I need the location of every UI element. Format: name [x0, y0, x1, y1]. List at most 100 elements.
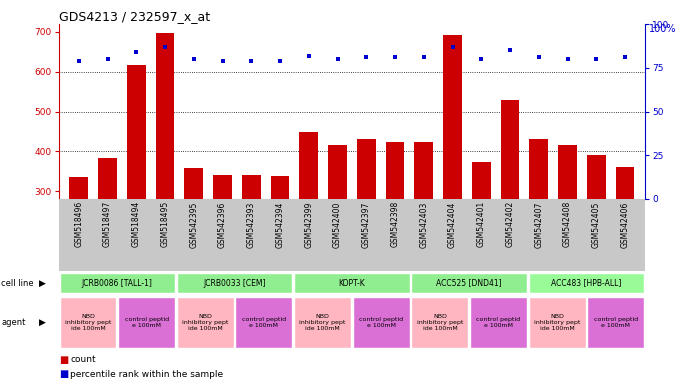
Bar	[294, 273, 410, 293]
Text: KOPT-K: KOPT-K	[339, 278, 365, 288]
Text: GSM542408: GSM542408	[563, 201, 572, 247]
Text: GSM542406: GSM542406	[620, 201, 629, 248]
Text: GSM542404: GSM542404	[448, 201, 457, 248]
Text: GSM542401: GSM542401	[477, 201, 486, 247]
Bar	[472, 162, 491, 310]
Text: agent: agent	[1, 318, 26, 327]
Point	[102, 56, 113, 62]
Point	[361, 54, 372, 60]
Text: NBD
inhibitory pept
ide 100mM: NBD inhibitory pept ide 100mM	[417, 314, 463, 331]
Bar	[299, 132, 318, 310]
Point	[73, 58, 84, 64]
Bar	[156, 33, 175, 310]
Point	[504, 47, 515, 53]
Bar	[98, 158, 117, 310]
Text: NBD
inhibitory pept
ide 100mM: NBD inhibitory pept ide 100mM	[299, 314, 346, 331]
Bar	[59, 297, 117, 348]
Text: percentile rank within the sample: percentile rank within the sample	[70, 370, 224, 379]
Text: control peptid
e 100mM: control peptid e 100mM	[125, 317, 168, 328]
Bar	[587, 155, 606, 310]
Point	[591, 56, 602, 62]
Text: NBD
inhibitory pept
ide 100mM: NBD inhibitory pept ide 100mM	[65, 314, 111, 331]
Bar	[470, 297, 527, 348]
Text: GSM518497: GSM518497	[103, 201, 112, 247]
Point	[217, 58, 228, 64]
Bar	[411, 297, 469, 348]
Text: control peptid
e 100mM: control peptid e 100mM	[594, 317, 638, 328]
Text: GSM542394: GSM542394	[275, 201, 284, 248]
Point	[390, 54, 401, 60]
Bar	[70, 177, 88, 310]
Text: GSM542402: GSM542402	[506, 201, 515, 247]
Text: NBD
inhibitory pept
ide 100mM: NBD inhibitory pept ide 100mM	[182, 314, 228, 331]
Text: control peptid
e 100mM: control peptid e 100mM	[477, 317, 520, 328]
Text: GSM542400: GSM542400	[333, 201, 342, 248]
Text: GSM542395: GSM542395	[189, 201, 198, 248]
Text: ▶: ▶	[39, 278, 46, 288]
Point	[188, 56, 199, 62]
Point	[620, 54, 631, 60]
Bar	[353, 297, 410, 348]
Point	[447, 44, 458, 50]
Point	[533, 54, 544, 60]
Text: ▶: ▶	[39, 318, 46, 327]
Point	[562, 56, 573, 62]
Bar	[213, 175, 232, 310]
Text: GSM518495: GSM518495	[161, 201, 170, 247]
Bar	[242, 175, 261, 310]
Bar	[529, 139, 548, 310]
Bar	[235, 297, 293, 348]
Text: GSM542405: GSM542405	[592, 201, 601, 248]
Point	[304, 53, 315, 59]
Text: cell line: cell line	[1, 278, 34, 288]
Text: ACC483 [HPB-ALL]: ACC483 [HPB-ALL]	[551, 278, 622, 288]
Bar	[294, 297, 351, 348]
Bar	[386, 142, 404, 310]
Bar	[184, 168, 203, 310]
Point	[332, 56, 343, 62]
Text: control peptid
e 100mM: control peptid e 100mM	[359, 317, 403, 328]
Bar	[357, 139, 375, 310]
Bar	[270, 176, 289, 310]
Text: GSM518496: GSM518496	[75, 201, 83, 247]
Text: GSM542396: GSM542396	[218, 201, 227, 248]
Text: NBD
inhibitory pept
ide 100mM: NBD inhibitory pept ide 100mM	[534, 314, 580, 331]
Bar	[558, 145, 577, 310]
Bar	[118, 297, 175, 348]
Bar	[177, 297, 234, 348]
Text: GSM542397: GSM542397	[362, 201, 371, 248]
Bar	[177, 273, 293, 293]
Bar	[443, 35, 462, 310]
Text: GSM518494: GSM518494	[132, 201, 141, 247]
Text: GSM542398: GSM542398	[391, 201, 400, 247]
Text: 100%: 100%	[649, 24, 677, 34]
Bar	[59, 273, 175, 293]
Bar	[501, 99, 520, 310]
Bar	[615, 167, 634, 310]
Point	[246, 58, 257, 64]
Bar	[415, 142, 433, 310]
Point	[418, 54, 429, 60]
Point	[131, 49, 142, 55]
Text: JCRB0033 [CEM]: JCRB0033 [CEM]	[204, 278, 266, 288]
Bar	[328, 145, 347, 310]
Text: GDS4213 / 232597_x_at: GDS4213 / 232597_x_at	[59, 10, 210, 23]
Bar	[529, 297, 586, 348]
Text: count: count	[70, 355, 96, 364]
Text: ■: ■	[59, 369, 68, 379]
Text: ■: ■	[59, 354, 68, 364]
Text: JCRB0086 [TALL-1]: JCRB0086 [TALL-1]	[82, 278, 152, 288]
Bar	[529, 273, 644, 293]
Bar	[587, 297, 644, 348]
Bar	[127, 65, 146, 310]
Point	[275, 58, 286, 64]
Text: GSM542393: GSM542393	[247, 201, 256, 248]
Point	[159, 44, 170, 50]
Text: GSM542399: GSM542399	[304, 201, 313, 248]
Text: ACC525 [DND41]: ACC525 [DND41]	[436, 278, 502, 288]
Point	[476, 56, 487, 62]
Bar	[411, 273, 527, 293]
Text: GSM542407: GSM542407	[534, 201, 543, 248]
Text: control peptid
e 100mM: control peptid e 100mM	[242, 317, 286, 328]
Text: GSM542403: GSM542403	[420, 201, 428, 248]
